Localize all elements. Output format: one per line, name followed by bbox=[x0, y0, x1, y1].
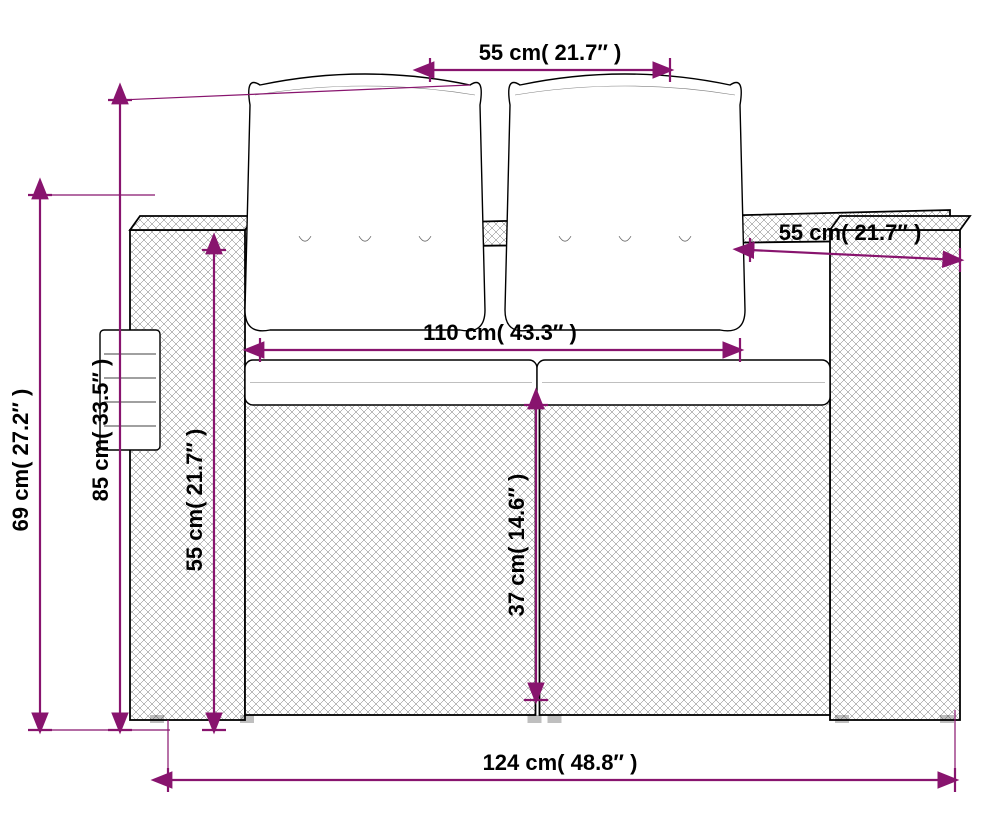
armrest-left-top bbox=[130, 216, 255, 230]
dim-height_85-label: 85 cm( 33.5″ ) bbox=[88, 359, 113, 502]
dim-depth_r-label: 55 cm( 21.7″ ) bbox=[779, 220, 922, 245]
dim-bottom_w: 124 cm( 48.8″ ) bbox=[168, 750, 955, 792]
dim-bottom_w-label: 124 cm( 48.8″ ) bbox=[483, 750, 638, 775]
seat-base-right bbox=[540, 395, 831, 715]
dim-top-label: 55 cm( 21.7″ ) bbox=[479, 40, 622, 65]
back-cushion-right bbox=[505, 74, 745, 331]
foot bbox=[940, 715, 954, 723]
dim-height_37-label: 37 cm( 14.6″ ) bbox=[504, 474, 529, 617]
dim-height_55-label: 55 cm( 21.7″ ) bbox=[182, 429, 207, 572]
foot bbox=[528, 715, 542, 723]
back-cushion-left bbox=[245, 74, 485, 331]
seat-base-left bbox=[245, 395, 536, 715]
foot bbox=[835, 715, 849, 723]
dim-height_69: 69 cm( 27.2″ ) bbox=[8, 195, 52, 730]
foot bbox=[240, 715, 254, 723]
dim-seat_w-label: 110 cm( 43.3″ ) bbox=[423, 320, 577, 345]
dim-height_69-label: 69 cm( 27.2″ ) bbox=[8, 389, 33, 532]
foot bbox=[150, 715, 164, 723]
armrest-right bbox=[830, 230, 960, 720]
foot bbox=[548, 715, 562, 723]
